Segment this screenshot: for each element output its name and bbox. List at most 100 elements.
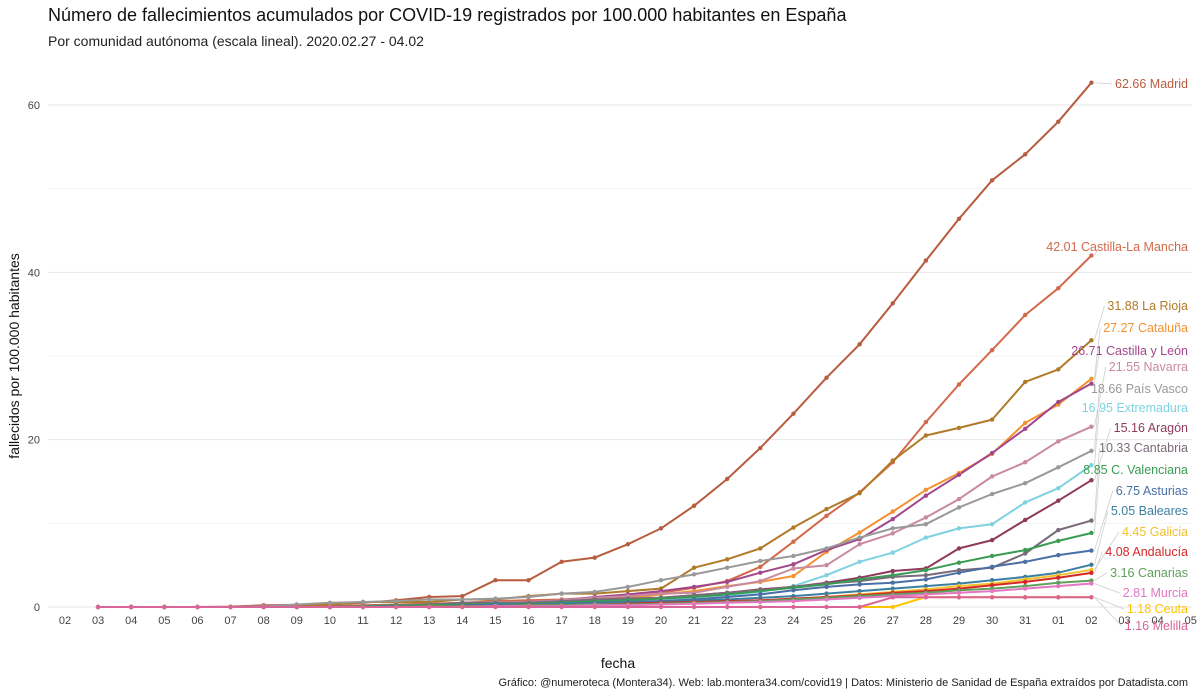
series-label: 27.27 Cataluña [1103, 321, 1188, 335]
series-label: 15.16 Aragón [1114, 421, 1188, 435]
data-point [526, 604, 531, 610]
data-point [1089, 80, 1094, 85]
series-label: 2.81 Murcia [1123, 586, 1188, 600]
label-leader [1094, 246, 1100, 256]
series-label: 62.66 Madrid [1115, 77, 1188, 91]
x-tick-label: 15 [489, 615, 501, 627]
data-point [1022, 500, 1028, 505]
data-point [1022, 595, 1028, 600]
data-point [857, 577, 862, 582]
data-point [890, 516, 895, 522]
data-point [791, 539, 796, 544]
data-point [1089, 567, 1094, 572]
x-tick-label: 23 [754, 615, 766, 627]
data-point [1056, 498, 1061, 503]
data-point [1089, 562, 1094, 567]
data-point [923, 258, 929, 263]
data-point [725, 600, 730, 606]
data-point [1089, 530, 1094, 536]
x-tick-label: 24 [787, 615, 799, 627]
label-leader [1094, 305, 1105, 341]
data-point [791, 598, 796, 604]
data-point [559, 559, 564, 565]
data-point [758, 592, 763, 597]
grid [48, 104, 1192, 608]
series-label: 10.33 Cantabria [1099, 441, 1188, 455]
label-leader [1094, 531, 1120, 570]
data-point [989, 417, 995, 422]
data-point [857, 604, 862, 610]
data-point [427, 597, 432, 602]
x-tick-label: 03 [1118, 615, 1130, 627]
data-point [493, 604, 498, 610]
data-point [228, 604, 233, 610]
series-label: 1.16 Melilla [1125, 619, 1188, 633]
x-tick-label: 12 [390, 615, 402, 627]
data-point [1022, 460, 1028, 465]
x-tick-label: 14 [456, 615, 468, 627]
data-point [691, 503, 697, 508]
data-point [1056, 286, 1061, 291]
data-point [923, 487, 929, 493]
series-label: 4.45 Galicia [1122, 525, 1188, 539]
data-point [625, 584, 631, 590]
data-point [526, 594, 531, 600]
data-point [824, 375, 829, 380]
chart-subtitle: Por comunidad autónoma (escala lineal). … [48, 33, 424, 49]
x-tick-label: 16 [522, 615, 534, 627]
data-point [1056, 583, 1061, 589]
series-label: 42.01 Castilla-La Mancha [1046, 240, 1188, 254]
series-label: 4.08 Andalucía [1105, 545, 1188, 559]
label-leaders [1094, 82, 1124, 627]
data-point [725, 565, 730, 570]
data-point [1056, 485, 1061, 491]
data-point [691, 572, 697, 577]
data-point [1056, 367, 1061, 372]
data-point [393, 598, 399, 604]
x-tick-label: 05 [158, 615, 170, 627]
data-point [923, 419, 929, 425]
data-point [725, 557, 730, 562]
data-point [824, 506, 829, 512]
data-point [923, 567, 929, 573]
data-point [1022, 312, 1028, 318]
data-point [956, 546, 962, 551]
label-leader [1094, 469, 1100, 533]
x-tick-label: 05 [1185, 615, 1197, 627]
x-tick-label: 27 [887, 615, 899, 627]
data-point [923, 577, 929, 582]
data-point [791, 566, 796, 571]
label-leader [1094, 510, 1109, 565]
data-point [1089, 548, 1094, 553]
data-point [592, 589, 597, 595]
data-point [923, 595, 929, 600]
data-point [493, 578, 498, 583]
data-point [923, 433, 929, 438]
data-point [890, 573, 895, 578]
data-point [691, 584, 697, 590]
data-point [493, 596, 498, 601]
series-label: 16.95 Extremadura [1082, 401, 1188, 415]
series-line-madrid [98, 82, 1093, 608]
series-line-pa-s-vasco [98, 450, 1092, 608]
data-point [791, 562, 796, 567]
label-leader [1094, 583, 1120, 594]
data-point [890, 586, 895, 591]
data-point [857, 542, 862, 547]
data-point [857, 582, 862, 587]
chart-title: Número de fallecimientos acumulados por … [48, 5, 847, 25]
data-point [1056, 399, 1061, 405]
data-point [824, 591, 829, 596]
data-point [791, 553, 796, 559]
data-point [890, 580, 895, 585]
data-point [526, 578, 531, 583]
data-point [890, 301, 895, 306]
data-point [294, 604, 299, 610]
data-point [1022, 379, 1028, 385]
data-point [658, 604, 664, 610]
data-point [857, 530, 862, 535]
data-point [890, 509, 895, 514]
data-point [923, 535, 929, 540]
data-point [360, 604, 366, 610]
x-tick-label: 28 [920, 615, 932, 627]
